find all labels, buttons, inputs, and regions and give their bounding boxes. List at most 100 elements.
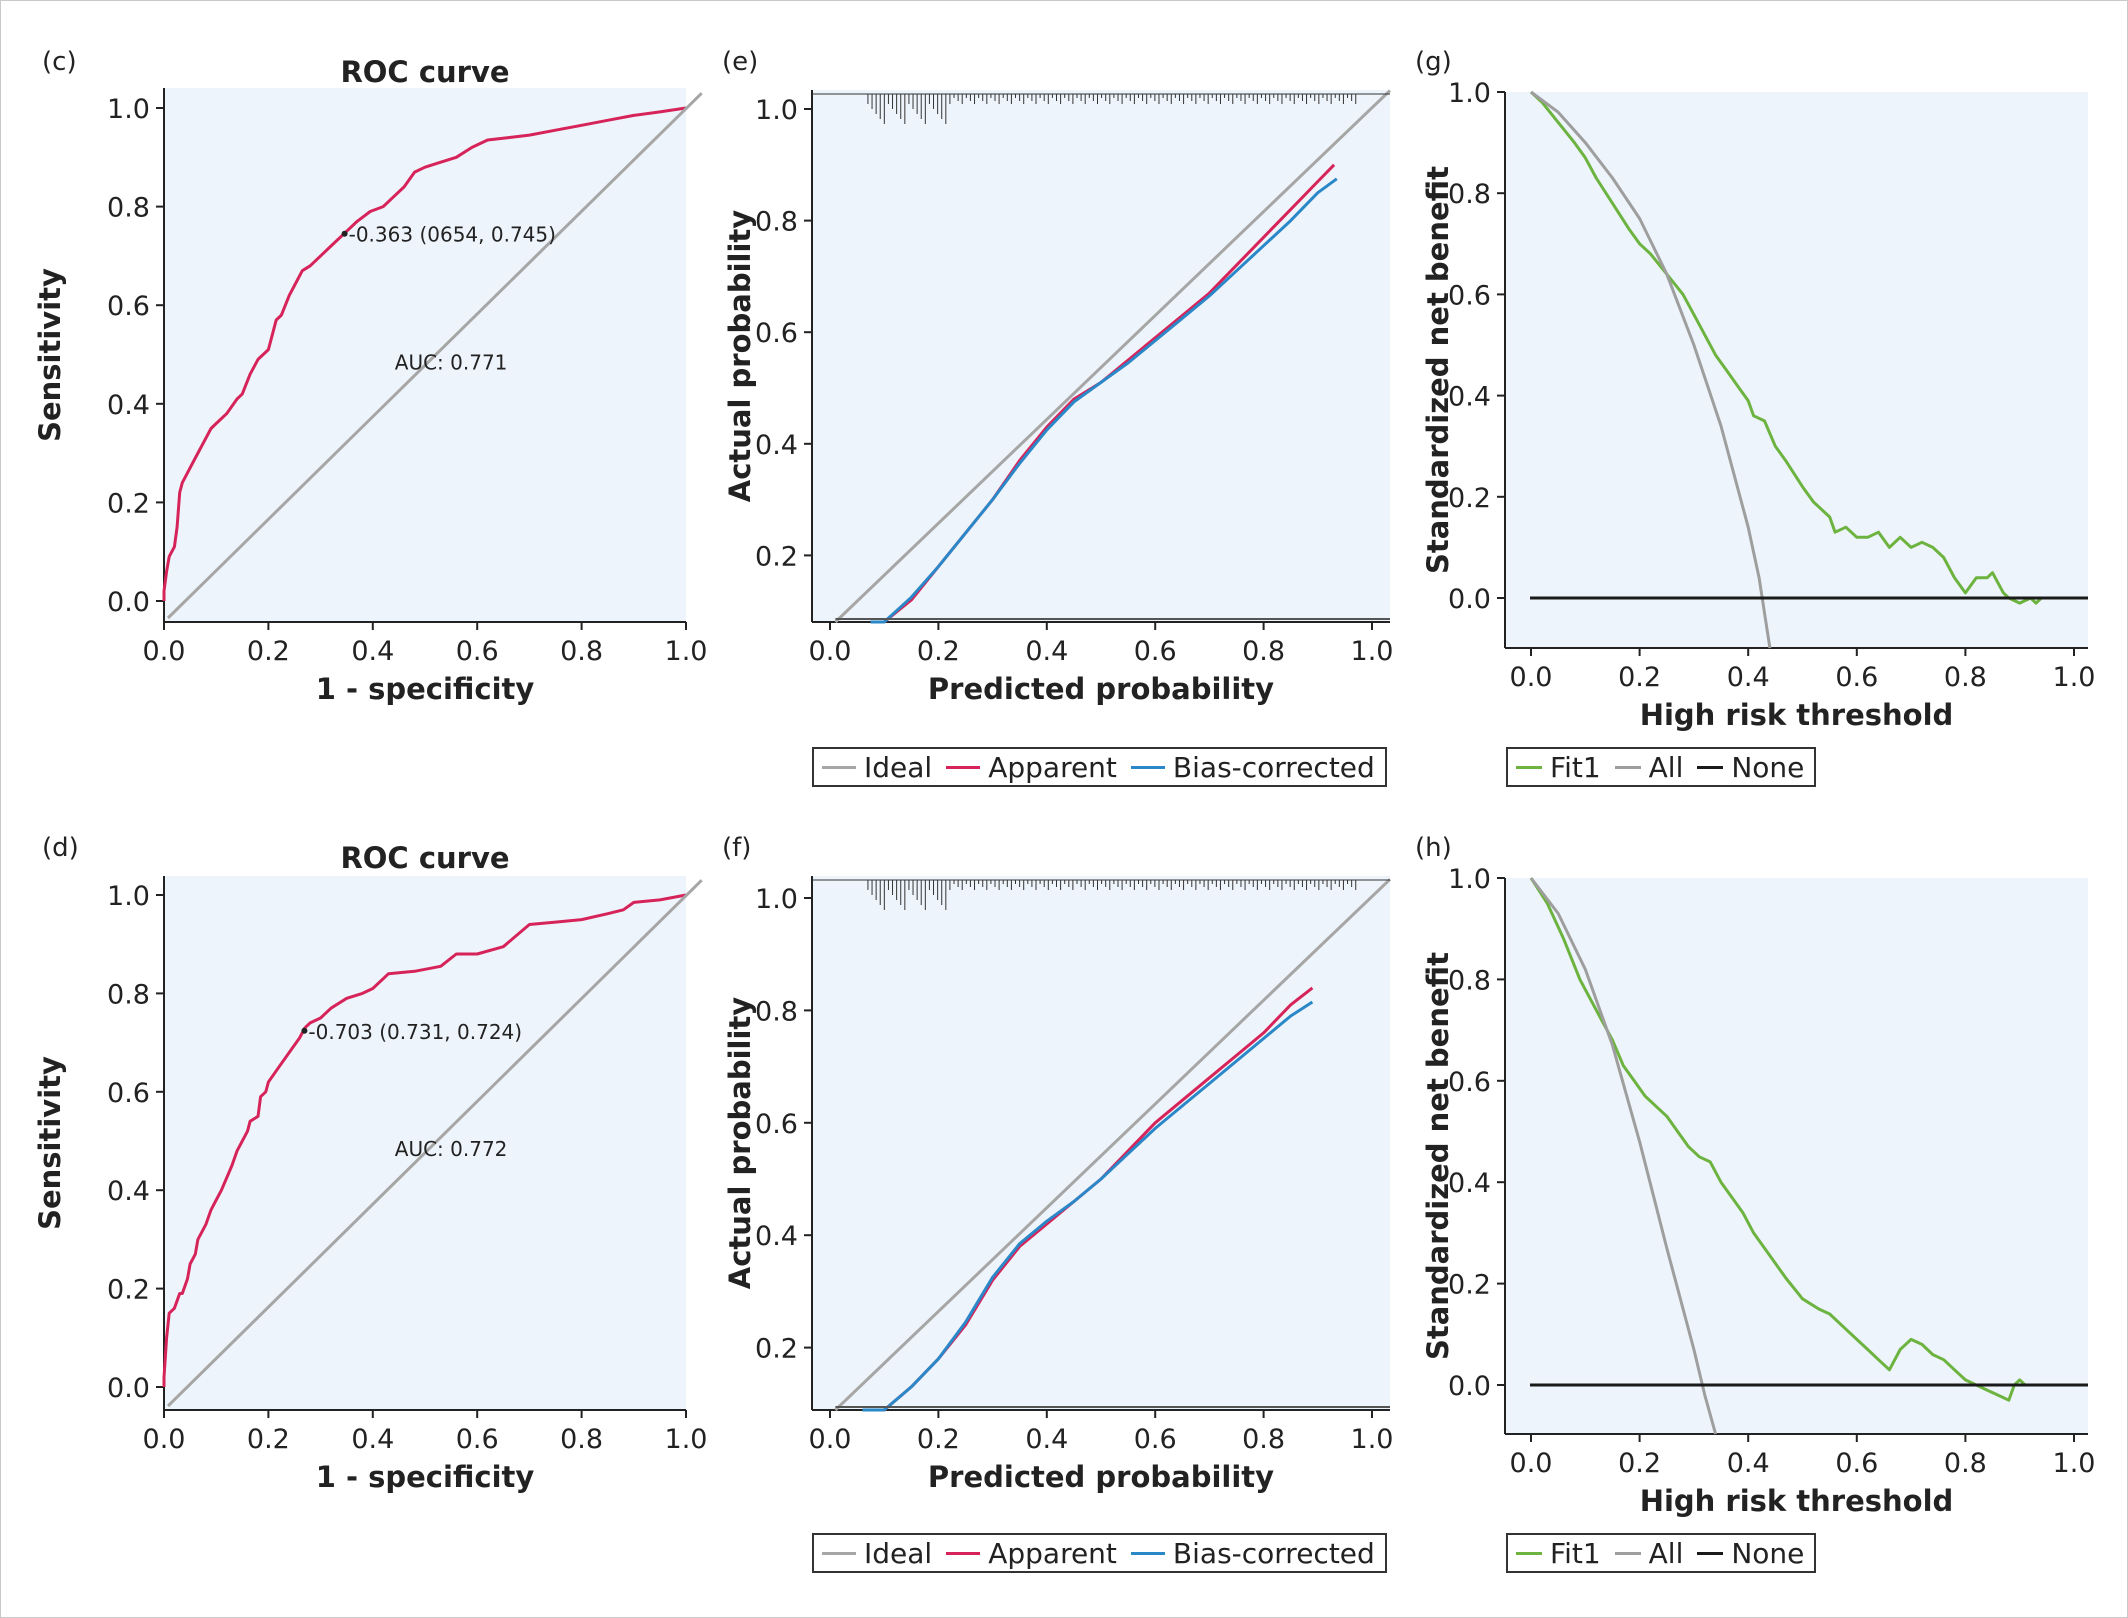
diagonal-line-c (166, 92, 703, 620)
legend-item-fit1: Fit1 (1516, 751, 1601, 784)
y-axis-label-c: Sensitivity (33, 268, 67, 442)
x-axis-label-e: Predicted probability (928, 672, 1274, 706)
y-tick-label-f: 1.0 (755, 884, 798, 915)
x-tick-label-g: 0.0 (1510, 662, 1553, 693)
legend-item-ideal: Ideal (822, 751, 932, 784)
legend-label-none: None (1731, 1536, 1805, 1570)
legend-swatch-none (1697, 1551, 1724, 1555)
x-tick-label-h: 0.2 (1618, 1448, 1661, 1479)
x-tick-label-c: 0.8 (560, 636, 603, 667)
y-tick-label-c: 1.0 (107, 94, 150, 125)
y-tick-label-c: 0.0 (107, 587, 150, 618)
y-tick-label-h: 0.6 (1448, 1067, 1491, 1098)
series-fit1-h (1529, 877, 2027, 1402)
y-tick-label-e: 0.6 (755, 318, 798, 349)
legend-item-bias-corrected: Bias-corrected (1130, 751, 1375, 784)
legend-label-ideal: Ideal (864, 1536, 933, 1570)
x-tick-label-c: 0.2 (247, 636, 290, 667)
series-bias-corrected-e (870, 177, 1338, 624)
x-axis-label-g: High risk threshold (1640, 698, 1954, 732)
plot-area-c (164, 88, 686, 622)
legend-label-apparent: Apparent (988, 750, 1117, 784)
legend-item-apparent: Apparent (946, 1537, 1117, 1570)
legend-item-fit1: Fit1 (1516, 1537, 1601, 1570)
x-tick-label-h: 0.0 (1510, 1448, 1553, 1479)
legend-decision-top: Fit1 All None (1506, 747, 1817, 787)
y-tick-label-h: 1.0 (1448, 864, 1491, 895)
y-tick-label-h: 0.2 (1448, 1270, 1491, 1301)
legend-swatch-none (1697, 765, 1724, 769)
y-tick-label-f: 0.8 (755, 996, 798, 1027)
x-tick-label-d: 0.8 (560, 1424, 603, 1455)
legend-item-none: None (1697, 751, 1804, 784)
panel-letter-e: (e) (722, 47, 758, 77)
plot-area-e (812, 90, 1390, 622)
x-tick-label-e: 0.4 (1025, 636, 1068, 667)
series-all-g (1530, 90, 1772, 649)
x-tick-label-c: 0.4 (351, 636, 394, 667)
x-tick-label-d: 0.6 (456, 1424, 499, 1455)
series-ideal-f (834, 878, 1392, 1412)
panel-letter-d: (d) (42, 833, 79, 863)
y-tick-label-c: 0.4 (107, 390, 150, 421)
legend-label-fit1: Fit1 (1550, 750, 1601, 784)
legend-swatch-all (1614, 765, 1641, 769)
x-tick-label-c: 0.6 (456, 636, 499, 667)
legend-calibration-top: Ideal Apparent Bias-corrected (812, 747, 1387, 787)
x-tick-label-f: 0.2 (917, 1424, 960, 1455)
panel-letter-g: (g) (1415, 47, 1452, 77)
y-tick-label-d: 0.0 (107, 1373, 150, 1404)
plot-area-g (1505, 92, 2088, 648)
y-tick-label-d: 0.8 (107, 979, 150, 1010)
y-axis-label-e: Actual probability (723, 210, 757, 503)
x-tick-label-f: 0.0 (809, 1424, 852, 1455)
series-fit1-g (1529, 90, 2043, 605)
y-tick-label-e: 1.0 (755, 95, 798, 126)
cutoff-label-c: -0.363 (0654, 0.745) (349, 223, 556, 247)
x-tick-label-f: 0.6 (1134, 1424, 1177, 1455)
legend-swatch-all (1614, 1551, 1641, 1555)
y-tick-label-c: 0.8 (107, 193, 150, 224)
y-tick-label-d: 0.2 (107, 1275, 150, 1306)
legend-label-all: All (1648, 750, 1684, 784)
x-axis-label-d: 1 - specificity (316, 1460, 535, 1494)
x-tick-label-g: 0.8 (1944, 662, 1987, 693)
cutoff-point-d (301, 1027, 308, 1034)
y-tick-label-e: 0.2 (755, 541, 798, 572)
legend-decision-bottom: Fit1 All None (1506, 1533, 1817, 1573)
legend-item-all: All (1614, 1537, 1683, 1570)
y-tick-label-g: 1.0 (1448, 78, 1491, 109)
x-tick-label-f: 0.8 (1242, 1424, 1285, 1455)
y-axis-label-h: Standardized net benefit (1421, 952, 1455, 1360)
x-tick-label-g: 1.0 (2053, 662, 2096, 693)
x-axis-label-h: High risk threshold (1640, 1484, 1954, 1518)
y-tick-label-h: 0.4 (1448, 1168, 1491, 1199)
series-ideal-e (834, 89, 1392, 624)
x-tick-label-e: 1.0 (1351, 636, 1394, 667)
legend-item-bias-corrected: Bias-corrected (1130, 1537, 1375, 1570)
y-axis-label-d: Sensitivity (33, 1056, 67, 1230)
legend-swatch-fit1 (1516, 765, 1542, 769)
cutoff-point-c (341, 230, 348, 237)
x-tick-label-c: 1.0 (665, 636, 708, 667)
x-tick-label-h: 1.0 (2053, 1448, 2096, 1479)
cutoff-label-d: -0.703 (0.731, 0.724) (308, 1020, 522, 1044)
panel-letter-f: (f) (722, 833, 751, 863)
x-tick-label-e: 0.6 (1134, 636, 1177, 667)
series-all-h (1529, 877, 1718, 1435)
x-tick-label-e: 0.2 (917, 636, 960, 667)
panel-letter-c: (c) (42, 47, 77, 77)
legend-swatch-apparent (946, 765, 981, 769)
x-tick-label-e: 0.8 (1242, 636, 1285, 667)
diagonal-line-d (166, 879, 703, 1408)
y-tick-label-e: 0.4 (755, 430, 798, 461)
legend-item-all: All (1614, 750, 1684, 784)
y-tick-label-g: 0.8 (1448, 179, 1491, 210)
x-tick-label-c: 0.0 (143, 636, 186, 667)
legend-swatch-fit1 (1516, 1551, 1542, 1555)
y-tick-label-f: 0.4 (755, 1221, 798, 1252)
panel-letter-h: (h) (1415, 833, 1452, 863)
plot-area-h (1505, 878, 2088, 1434)
